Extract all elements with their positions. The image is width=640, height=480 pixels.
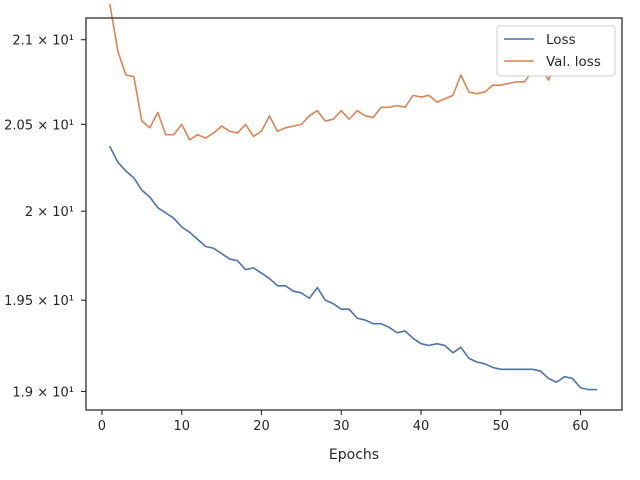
y-tick-label: 2.1 × 10¹ [12, 34, 74, 49]
x-tick-label: 40 [413, 419, 430, 434]
x-axis-label: Epochs [329, 447, 379, 463]
y-axis-ticks: 1.9 × 10¹ 1.95 × 10¹ 2 × 10¹ 2.05 × 10¹ 2.1 … [4, 34, 86, 400]
x-tick-label: 20 [253, 419, 270, 434]
x-tick-label: 0 [98, 419, 106, 434]
series-lines [109, 3, 598, 391]
x-axis-ticks: 0 10 20 30 40 50 60 [98, 410, 589, 434]
x-tick-label: 10 [173, 419, 190, 434]
y-tick-label: 1.95 × 10¹ [4, 294, 74, 309]
plot-background [86, 18, 622, 410]
x-tick-label: 30 [333, 419, 350, 434]
y-tick-label: 1.9 × 10¹ [12, 385, 74, 400]
y-tick-label: 2.05 × 10¹ [4, 118, 74, 133]
series-line-val-loss [109, 3, 598, 141]
legend-label-val-loss: Val. loss [546, 54, 601, 70]
series-line-loss [109, 145, 598, 391]
legend-label-loss: Loss [546, 32, 576, 48]
legend: Loss Val. loss [496, 25, 616, 77]
plot-frame [85, 17, 623, 411]
x-tick-label: 50 [492, 419, 509, 434]
y-tick-label: 2 × 10¹ [25, 205, 74, 220]
x-tick-label: 60 [572, 419, 589, 434]
